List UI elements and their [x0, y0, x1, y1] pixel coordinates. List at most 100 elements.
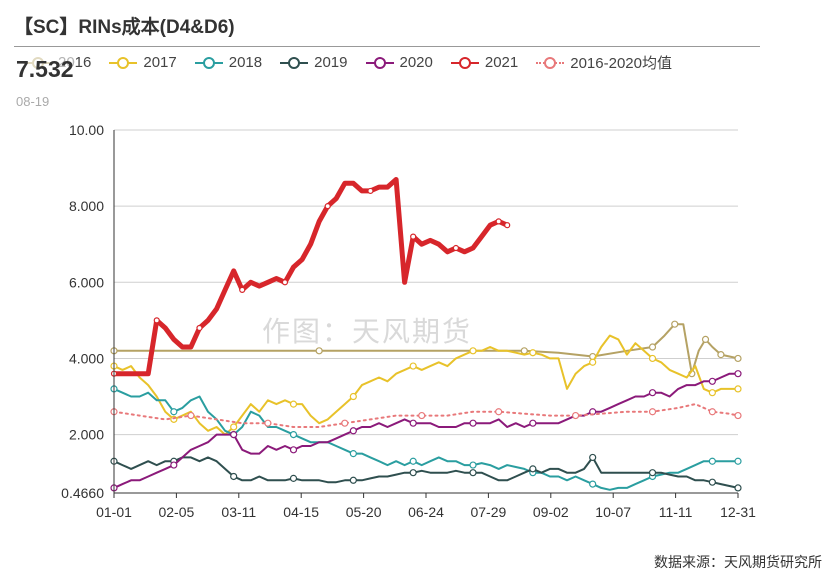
- latest-date: 08-19: [16, 94, 50, 109]
- data-point: [349, 427, 357, 435]
- data-point: [734, 370, 742, 378]
- series-layer: [110, 177, 742, 492]
- data-point: [281, 279, 289, 286]
- data-point: [648, 354, 657, 363]
- watermark: 作图：天风期货: [262, 316, 473, 347]
- data-point: [469, 469, 477, 477]
- x-tick-label: 01-01: [96, 504, 132, 520]
- data-point: [469, 419, 477, 427]
- x-tick-label: 10-07: [595, 504, 631, 520]
- data-point: [367, 187, 374, 195]
- x-tick-label: 12-31: [720, 504, 756, 520]
- legend-label-2018: 2018: [228, 54, 263, 71]
- data-point: [341, 419, 349, 427]
- legend-item-average[interactable]: 2016-2020均值: [536, 52, 672, 73]
- data-point: [571, 411, 580, 420]
- data-point: [648, 389, 657, 397]
- legend-item-2021[interactable]: 2021: [450, 52, 519, 73]
- x-tick-label: 04-15: [283, 504, 319, 520]
- data-point: [315, 347, 323, 355]
- data-point: [153, 317, 160, 324]
- series-line-2016-2020: [113, 403, 739, 428]
- data-point: [289, 474, 298, 482]
- data-point: [230, 472, 238, 481]
- data-point: [409, 419, 417, 427]
- data-point: [589, 358, 597, 366]
- data-point: [409, 457, 417, 465]
- data-point: [701, 335, 710, 344]
- data-point: [734, 385, 742, 393]
- legend-item-2017[interactable]: 2017: [109, 52, 177, 73]
- data-point: [409, 469, 417, 477]
- legend-swatch-average: [536, 56, 565, 70]
- legend-item-2019[interactable]: 2019: [280, 52, 348, 73]
- x-tick-label: 03-11: [221, 504, 256, 520]
- legend-item-2018[interactable]: 2018: [194, 52, 263, 73]
- data-point: [734, 354, 742, 363]
- legend-swatch-2020: [365, 56, 394, 70]
- x-tick-label: 02-05: [158, 504, 194, 520]
- y-tick-label: 2.000: [69, 427, 104, 443]
- series-line-2020: [113, 372, 739, 489]
- series-line-2017: [113, 334, 739, 436]
- y-tick-label: 8.000: [69, 198, 104, 214]
- series-line-2019: [113, 456, 739, 489]
- data-point: [289, 400, 298, 408]
- data-point: [708, 457, 716, 465]
- data-point: [648, 408, 657, 416]
- data-point: [349, 392, 357, 401]
- data-point: [349, 476, 357, 484]
- y-tick-label: 0.4660: [61, 485, 104, 501]
- data-point: [187, 411, 195, 420]
- legend-swatch-2018: [194, 56, 223, 70]
- y-tick-label: 4.000: [69, 350, 104, 366]
- x-tick-label: 05-20: [346, 504, 382, 520]
- legend-label-average: 2016-2020均值: [570, 55, 672, 72]
- data-point: [734, 411, 742, 420]
- data-point: [418, 411, 426, 420]
- data-point: [264, 419, 272, 427]
- data-point: [170, 461, 178, 469]
- data-point: [495, 218, 502, 225]
- legend-label-2019: 2019: [314, 54, 348, 71]
- title-divider: [14, 46, 760, 47]
- data-point: [410, 233, 417, 240]
- legend-label-2021: 2021: [484, 54, 519, 71]
- series-line-2021: [111, 177, 510, 377]
- data-point: [717, 351, 725, 359]
- legend-item-2020[interactable]: 2020: [365, 52, 433, 73]
- data-point: [708, 408, 716, 416]
- legend-swatch-2021: [450, 56, 479, 70]
- x-tick-label: 09-02: [533, 504, 569, 520]
- data-point: [170, 408, 178, 416]
- data-point: [671, 320, 679, 328]
- data-point: [708, 478, 716, 486]
- data-point: [409, 362, 417, 370]
- series-line-2016: [113, 323, 739, 375]
- data-point: [529, 419, 537, 427]
- data-point: [708, 377, 716, 385]
- x-tick-label: 11-11: [659, 504, 693, 520]
- legend-swatch-2019: [280, 56, 309, 70]
- series-line-2018: [113, 387, 739, 491]
- x-tick-label: 06-24: [408, 504, 444, 520]
- data-point: [239, 286, 246, 294]
- data-point: [648, 343, 657, 351]
- data-point: [504, 222, 511, 229]
- legend-swatch-2017: [109, 56, 138, 70]
- data-point: [529, 465, 537, 473]
- data-source: 数据来源：天风期货研究所: [654, 554, 822, 570]
- chart-title: 【SC】RINs成本(D4&D6): [14, 17, 235, 38]
- data-point: [495, 408, 503, 416]
- data-point: [589, 480, 597, 488]
- data-point: [196, 324, 203, 332]
- legend-label-2017: 2017: [143, 54, 177, 71]
- y-tick-label: 6.000: [69, 274, 104, 290]
- data-point: [289, 430, 298, 439]
- data-point: [734, 484, 742, 492]
- data-point: [230, 430, 238, 439]
- data-point: [520, 347, 528, 355]
- data-point: [589, 453, 597, 462]
- data-point: [349, 450, 357, 458]
